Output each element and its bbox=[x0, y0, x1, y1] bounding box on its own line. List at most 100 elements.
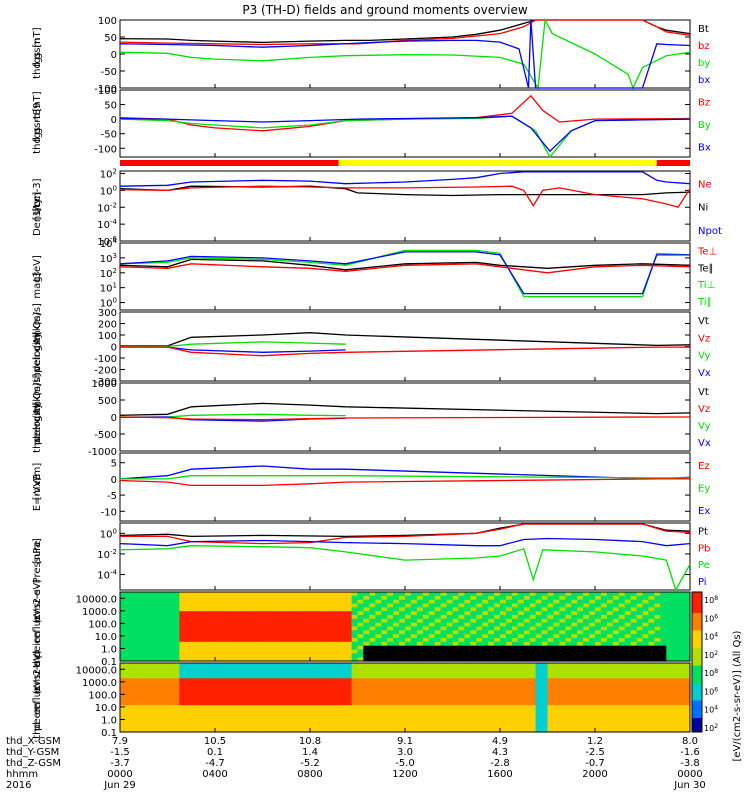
spectrogram-cell bbox=[583, 618, 590, 624]
spectrogram-cell bbox=[595, 724, 602, 729]
spectrogram-cell bbox=[571, 689, 578, 695]
spectrogram-cell bbox=[321, 645, 329, 651]
spectrogram-cell bbox=[571, 626, 578, 631]
spectrogram-cell bbox=[654, 682, 661, 687]
spectrogram-cell bbox=[482, 622, 489, 628]
spectrogram-cell bbox=[600, 724, 608, 729]
spectrogram-cell bbox=[642, 712, 649, 718]
spectrogram-cell bbox=[286, 634, 293, 639]
spectrogram-cell bbox=[405, 595, 412, 601]
spectrogram-cell bbox=[571, 607, 578, 612]
colorbar-frame bbox=[691, 591, 703, 733]
spectrogram-cell bbox=[369, 689, 376, 695]
spectrogram-cell bbox=[612, 709, 620, 714]
spectrogram-cell bbox=[215, 638, 222, 643]
spectrogram-cell bbox=[494, 697, 501, 702]
spectrogram-cell bbox=[191, 592, 198, 597]
spectrogram-cell bbox=[577, 603, 584, 608]
spectrogram-cell bbox=[678, 686, 685, 691]
spectrogram-cell bbox=[357, 678, 364, 683]
spectrogram-cell bbox=[600, 618, 608, 624]
spectrogram-cell bbox=[381, 697, 388, 702]
spectrogram-cell bbox=[660, 666, 667, 672]
panel-ylabel-line: thd bbox=[32, 366, 43, 383]
spectrogram-cell bbox=[179, 674, 186, 679]
spectrogram-cell bbox=[280, 728, 287, 733]
spectrogram-cell bbox=[262, 686, 269, 691]
spectrogram-cell bbox=[363, 653, 370, 658]
spectrogram-cell bbox=[369, 622, 376, 628]
spectrogram-cell bbox=[226, 663, 234, 668]
spectrogram-cell bbox=[672, 682, 679, 687]
spectrogram-cell bbox=[274, 649, 281, 654]
spectrogram-cell bbox=[535, 638, 543, 643]
spectrogram-cell bbox=[280, 682, 287, 687]
spectrogram-cell bbox=[155, 638, 163, 643]
spectrogram-cell bbox=[345, 626, 353, 631]
y-tick-label: 100 bbox=[98, 331, 117, 342]
spectrogram-cell bbox=[553, 622, 560, 628]
panel-ylabel: Pressure[nPa] bbox=[32, 538, 43, 583]
spectrogram-cell bbox=[410, 653, 418, 658]
spectrogram-cell bbox=[642, 626, 649, 631]
spectrogram-cell bbox=[250, 712, 258, 718]
spectrogram-cell bbox=[618, 645, 626, 651]
spectrogram-cell bbox=[256, 653, 264, 658]
spectrogram-cell bbox=[315, 682, 323, 687]
spectrogram-cell bbox=[517, 645, 525, 651]
spectrogram-cell bbox=[595, 611, 602, 616]
spectrogram-cell bbox=[624, 634, 632, 639]
spectrogram-cell bbox=[351, 611, 359, 616]
spectrogram-cell bbox=[476, 653, 483, 658]
spectrogram-cell bbox=[565, 666, 572, 672]
spectrogram-cell bbox=[357, 686, 364, 691]
spectrogram-cell bbox=[203, 599, 210, 605]
spectrogram-cell bbox=[672, 653, 679, 658]
spectrogram-cell bbox=[256, 724, 264, 729]
spectrogram-cell bbox=[470, 618, 477, 624]
spectrogram-cell bbox=[440, 607, 448, 612]
spectrogram-cell bbox=[583, 630, 590, 635]
spectrogram-cell bbox=[458, 599, 465, 605]
spectrogram-cell bbox=[238, 595, 246, 601]
spectrogram-cell bbox=[286, 705, 293, 710]
spectrogram-cell bbox=[226, 716, 234, 722]
spectrogram-cell bbox=[541, 595, 549, 601]
spectrogram-cell bbox=[654, 686, 661, 691]
spectrogram-cell bbox=[672, 724, 679, 729]
spectrogram-cell bbox=[642, 697, 649, 702]
spectrogram-cell bbox=[256, 607, 264, 612]
spectrogram-cell bbox=[494, 657, 501, 662]
spectrogram-cell bbox=[666, 712, 673, 718]
spectrogram-cell bbox=[191, 693, 198, 699]
spectrogram-cell bbox=[179, 720, 186, 725]
spectrogram-cell bbox=[464, 615, 471, 620]
spectrogram-cell bbox=[416, 615, 424, 620]
spectrogram-cell bbox=[517, 603, 525, 608]
spectrogram-cell bbox=[648, 615, 655, 620]
panel-ylabel-line: thd bbox=[32, 137, 43, 154]
spectrogram-cell bbox=[197, 728, 204, 733]
spectrogram-cell bbox=[339, 682, 347, 687]
spectrogram-cell bbox=[399, 626, 406, 631]
spectrogram-cell bbox=[262, 674, 269, 679]
spectrogram-cell bbox=[505, 626, 513, 631]
spectrogram-cell bbox=[143, 618, 151, 624]
spectrogram-cell bbox=[161, 693, 169, 699]
spectrogram-cell bbox=[618, 649, 626, 654]
spectrogram-cell bbox=[256, 709, 264, 714]
spectrogram-cell bbox=[440, 701, 448, 706]
spectrogram-cell bbox=[589, 663, 596, 668]
spectrogram-cell bbox=[583, 666, 590, 672]
spectrogram-cell bbox=[220, 638, 228, 643]
spectrogram-cell bbox=[535, 592, 543, 597]
series-line bbox=[119, 478, 690, 487]
spectrogram-cell bbox=[250, 634, 258, 639]
spectrogram-cell bbox=[298, 645, 305, 651]
spectrogram-cell bbox=[458, 670, 465, 676]
spectrogram-cell bbox=[517, 693, 525, 699]
spectrogram-cell bbox=[547, 615, 554, 620]
spectrogram-cell bbox=[559, 611, 566, 616]
spectrogram-cell bbox=[327, 666, 335, 672]
spectrogram-cell bbox=[505, 716, 513, 722]
